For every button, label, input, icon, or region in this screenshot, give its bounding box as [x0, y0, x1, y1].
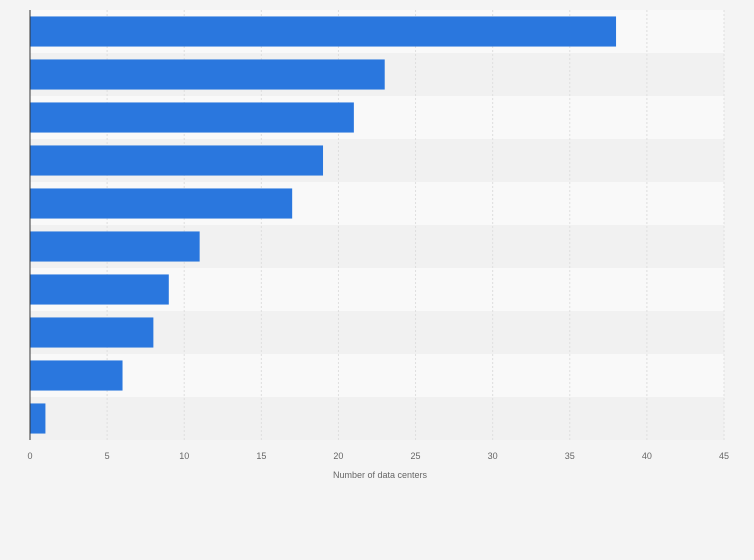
bar[interactable]: [30, 102, 354, 133]
x-axis-label: Number of data centers: [333, 470, 428, 480]
bar[interactable]: [30, 16, 617, 47]
bars: [30, 16, 617, 434]
row-band: [30, 354, 724, 397]
x-tick-label: 10: [179, 451, 189, 461]
bar[interactable]: [30, 145, 324, 176]
x-tick-label: 35: [565, 451, 575, 461]
x-tick-label: 30: [488, 451, 498, 461]
x-tick-label: 5: [105, 451, 110, 461]
x-axis-ticks: 0 5 10 15 20 25 30 35 40 45: [27, 451, 729, 461]
bar[interactable]: [30, 317, 154, 348]
x-tick-label: 45: [719, 451, 729, 461]
bar[interactable]: [30, 403, 46, 434]
bar[interactable]: [30, 231, 200, 262]
x-tick-label: 0: [27, 451, 32, 461]
x-tick-label: 40: [642, 451, 652, 461]
bar[interactable]: [30, 360, 123, 391]
bar[interactable]: [30, 59, 385, 90]
x-tick-label: 20: [333, 451, 343, 461]
bar[interactable]: [30, 274, 169, 305]
x-tick-label: 25: [411, 451, 421, 461]
bar[interactable]: [30, 188, 293, 219]
row-band: [30, 397, 724, 440]
x-tick-label: 15: [256, 451, 266, 461]
